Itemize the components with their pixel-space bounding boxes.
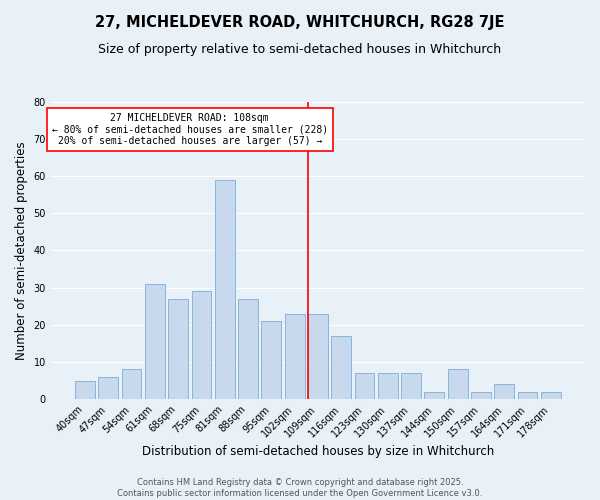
Bar	[471, 392, 491, 399]
Bar	[145, 284, 165, 399]
Bar	[285, 314, 305, 399]
Bar	[355, 373, 374, 399]
Bar	[424, 392, 444, 399]
Bar	[98, 377, 118, 399]
Bar	[331, 336, 351, 399]
Bar	[75, 380, 95, 399]
Bar	[494, 384, 514, 399]
Bar	[308, 314, 328, 399]
Bar	[401, 373, 421, 399]
Text: Contains HM Land Registry data © Crown copyright and database right 2025.
Contai: Contains HM Land Registry data © Crown c…	[118, 478, 482, 498]
Y-axis label: Number of semi-detached properties: Number of semi-detached properties	[15, 141, 28, 360]
Bar	[215, 180, 235, 399]
Bar	[191, 292, 211, 399]
Text: 27 MICHELDEVER ROAD: 108sqm
← 80% of semi-detached houses are smaller (228)
20% : 27 MICHELDEVER ROAD: 108sqm ← 80% of sem…	[52, 112, 328, 146]
Bar	[262, 321, 281, 399]
Bar	[168, 298, 188, 399]
Bar	[378, 373, 398, 399]
Text: Size of property relative to semi-detached houses in Whitchurch: Size of property relative to semi-detach…	[98, 42, 502, 56]
Bar	[518, 392, 538, 399]
Bar	[238, 298, 258, 399]
X-axis label: Distribution of semi-detached houses by size in Whitchurch: Distribution of semi-detached houses by …	[142, 444, 494, 458]
Bar	[541, 392, 561, 399]
Bar	[122, 370, 142, 399]
Bar	[448, 370, 467, 399]
Text: 27, MICHELDEVER ROAD, WHITCHURCH, RG28 7JE: 27, MICHELDEVER ROAD, WHITCHURCH, RG28 7…	[95, 15, 505, 30]
